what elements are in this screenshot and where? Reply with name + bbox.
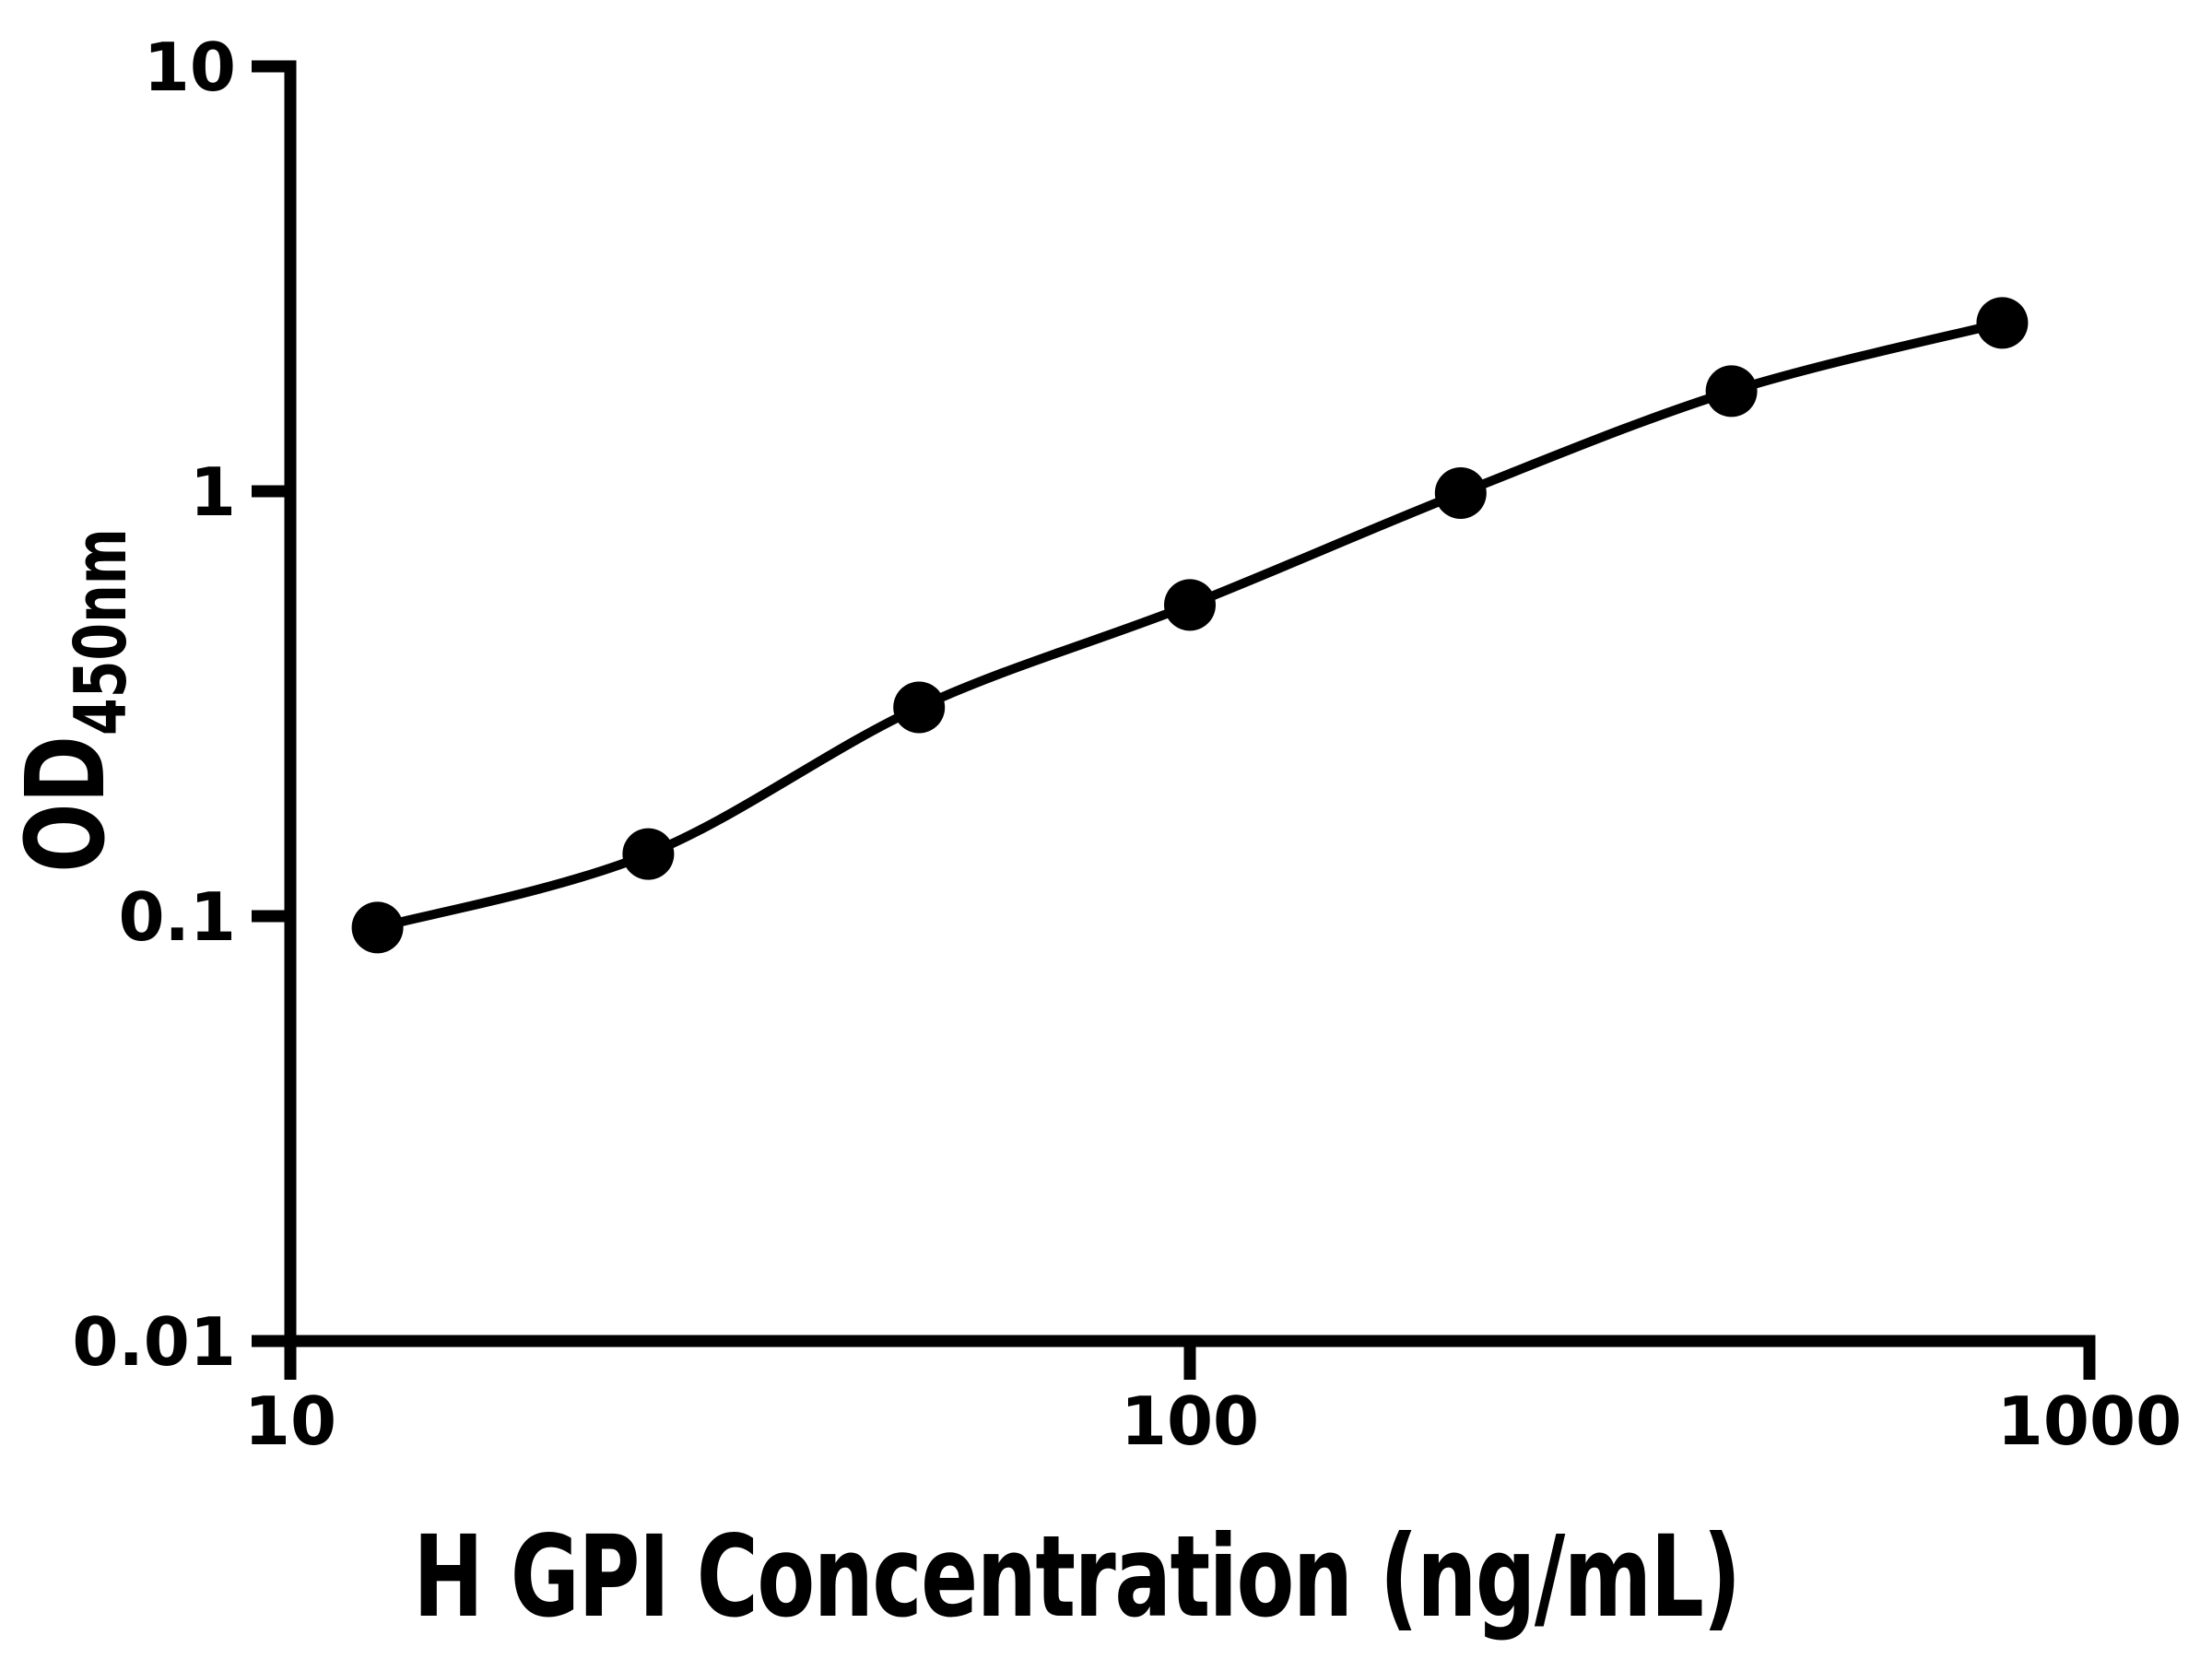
plot-area — [351, 297, 2029, 954]
x-tick-label: 100 — [1121, 1382, 1259, 1460]
x-axis-title: H GPI Concentration (ng/mL) — [413, 1512, 1739, 1642]
data-point — [1164, 579, 1216, 631]
y-tick-label: 0.1 — [118, 878, 236, 956]
data-point — [1976, 297, 2029, 349]
data-point — [893, 681, 946, 734]
axes — [284, 60, 2096, 1347]
y-axis-title-subscript: 450nm — [60, 528, 144, 735]
y-tick-label: 0.01 — [72, 1303, 236, 1381]
y-tick-label: 1 — [190, 453, 236, 531]
y-axis-title-main: OD — [2, 735, 129, 873]
data-point — [1434, 467, 1487, 520]
x-tick-label: 1000 — [1997, 1382, 2182, 1460]
data-point — [1705, 365, 1758, 418]
y-tick-label: 10 — [144, 29, 236, 106]
y-axis-title: OD450nm — [2, 528, 143, 872]
data-point — [351, 901, 404, 954]
data-point — [622, 828, 675, 880]
x-tick-label: 10 — [244, 1382, 336, 1460]
